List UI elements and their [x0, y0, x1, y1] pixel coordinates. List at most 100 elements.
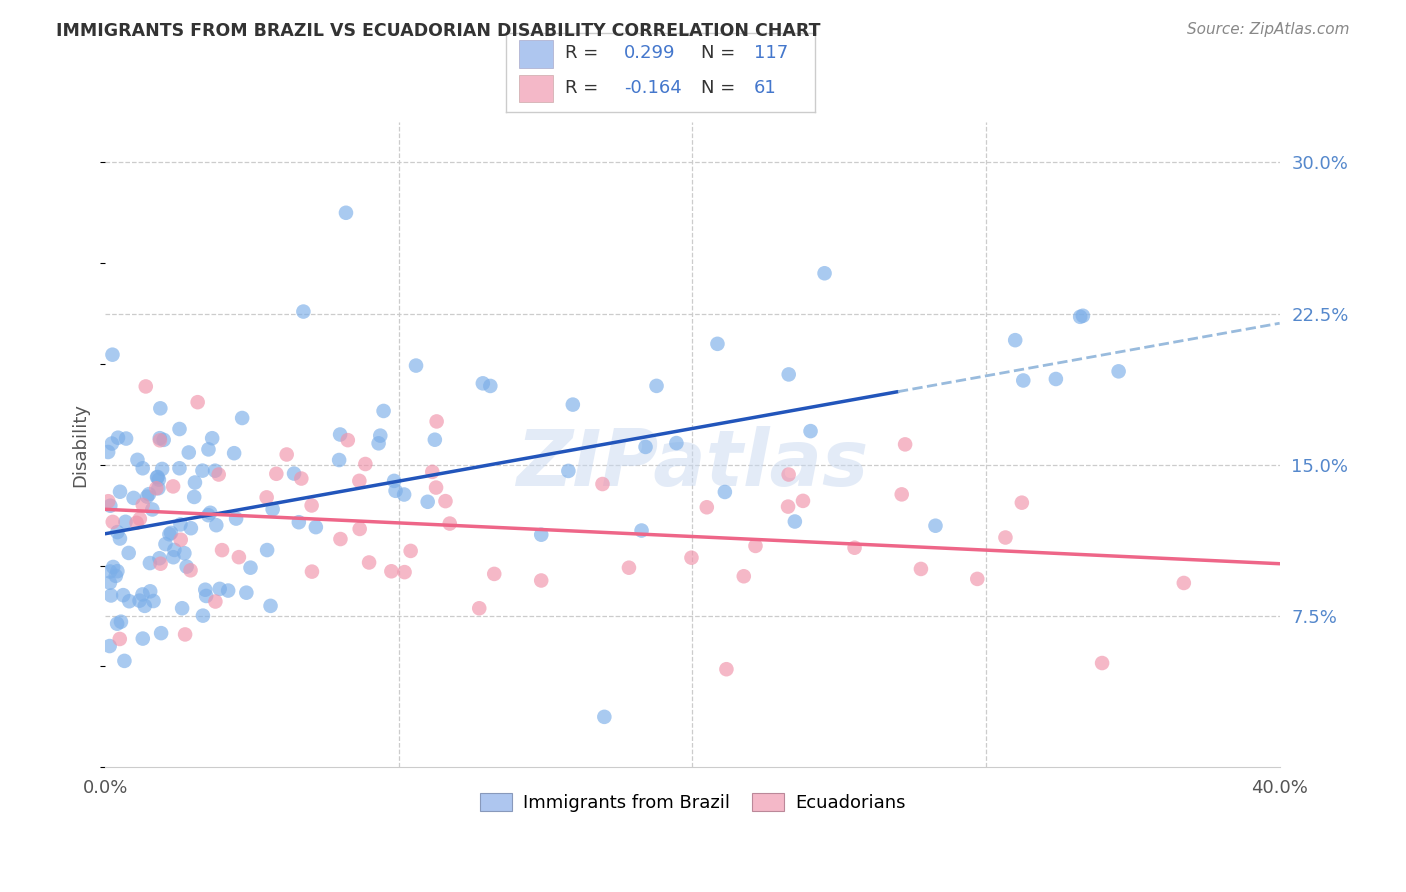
Text: -0.164: -0.164	[624, 79, 682, 97]
Point	[180, 521, 202, 535]
Point	[225, 511, 247, 525]
Point	[169, 517, 191, 532]
Point	[778, 368, 800, 382]
Legend: Immigrants from Brazil, Ecuadorians: Immigrants from Brazil, Ecuadorians	[472, 786, 912, 820]
Point	[994, 531, 1017, 545]
Point	[471, 376, 494, 391]
Point	[335, 206, 357, 220]
Point	[136, 490, 159, 504]
Point	[416, 495, 439, 509]
Point	[139, 584, 162, 599]
Point	[392, 487, 415, 501]
Point	[592, 477, 614, 491]
Point	[479, 379, 502, 393]
Point	[1071, 309, 1094, 323]
Point	[373, 404, 395, 418]
Point	[112, 654, 135, 668]
Point	[665, 436, 688, 450]
Point	[148, 481, 170, 495]
Point	[1091, 656, 1114, 670]
Point	[336, 433, 359, 447]
Text: N =: N =	[702, 79, 741, 97]
Point	[359, 556, 381, 570]
Point	[235, 585, 257, 599]
Point	[204, 464, 226, 478]
Point	[844, 541, 866, 555]
Point	[530, 574, 553, 588]
Point	[204, 594, 226, 608]
Point	[149, 434, 172, 448]
Point	[714, 485, 737, 500]
Point	[1108, 364, 1130, 378]
Point	[394, 565, 416, 579]
Point	[256, 491, 278, 505]
Point	[634, 440, 657, 454]
Point	[329, 427, 352, 442]
Point	[894, 437, 917, 451]
Point	[132, 461, 155, 475]
Point	[593, 710, 616, 724]
Point	[108, 632, 131, 646]
Point	[135, 379, 157, 393]
Point	[134, 599, 156, 613]
Point	[183, 490, 205, 504]
Point	[184, 475, 207, 490]
Point	[172, 601, 194, 615]
Point	[208, 467, 231, 482]
Point	[105, 525, 128, 540]
Text: R =: R =	[565, 79, 605, 97]
Point	[1045, 372, 1067, 386]
Point	[792, 494, 814, 508]
Point	[301, 565, 323, 579]
Point	[100, 589, 122, 603]
Point	[112, 588, 135, 602]
Point	[174, 627, 197, 641]
Point	[101, 348, 124, 362]
Point	[132, 498, 155, 512]
Point	[799, 424, 821, 438]
Point	[141, 502, 163, 516]
Point	[125, 516, 148, 530]
Point	[224, 446, 246, 460]
Point	[630, 524, 652, 538]
Point	[146, 470, 169, 484]
Point	[157, 527, 180, 541]
Point	[329, 532, 352, 546]
Point	[169, 422, 191, 436]
Point	[681, 550, 703, 565]
Point	[108, 484, 131, 499]
Point	[191, 608, 214, 623]
Point	[177, 445, 200, 459]
Point	[131, 587, 153, 601]
Text: 0.299: 0.299	[624, 44, 675, 62]
Point	[98, 575, 121, 590]
Point	[367, 436, 389, 450]
Point	[276, 448, 298, 462]
Point	[180, 563, 202, 577]
Point	[290, 471, 312, 485]
Point	[98, 565, 121, 579]
Point	[155, 537, 177, 551]
Point	[924, 518, 946, 533]
Text: IMMIGRANTS FROM BRAZIL VS ECUADORIAN DISABILITY CORRELATION CHART: IMMIGRANTS FROM BRAZIL VS ECUADORIAN DIS…	[56, 22, 821, 40]
Point	[966, 572, 988, 586]
Point	[97, 445, 120, 459]
Point	[434, 494, 457, 508]
Point	[423, 433, 446, 447]
Point	[149, 401, 172, 416]
Point	[127, 453, 149, 467]
Point	[262, 502, 284, 516]
Point	[349, 474, 371, 488]
Point	[813, 266, 835, 280]
Point	[197, 508, 219, 523]
Point	[148, 551, 170, 566]
Point	[557, 464, 579, 478]
Point	[256, 543, 278, 558]
Point	[118, 594, 141, 608]
Point	[368, 428, 391, 442]
Point	[425, 481, 447, 495]
Point	[128, 593, 150, 607]
Point	[890, 487, 912, 501]
Point	[288, 515, 311, 529]
Point	[162, 550, 184, 565]
